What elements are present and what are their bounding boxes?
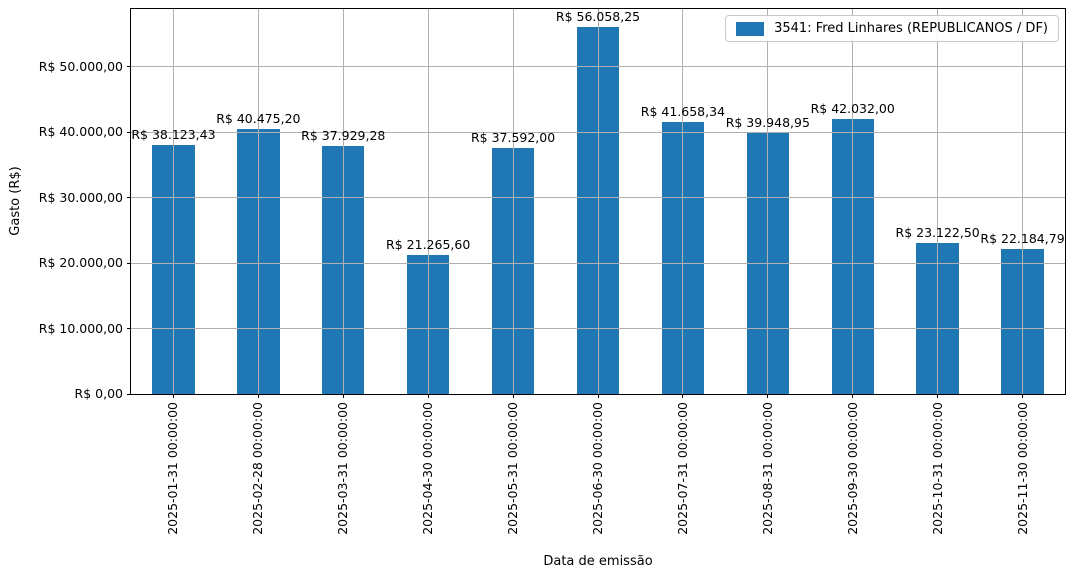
x-tick-mark: [937, 394, 939, 398]
x-gridline: [1022, 9, 1024, 394]
y-tick-label: R$ 50.000,00: [38, 58, 123, 74]
x-tick-label: 2025-05-31 00:00:00: [505, 402, 521, 535]
bar-value-label: R$ 42.032,00: [810, 101, 895, 117]
x-tick-mark: [852, 394, 854, 398]
x-tick-mark: [427, 394, 429, 398]
x-tick-label: 2025-06-30 00:00:00: [590, 402, 605, 535]
x-gridline: [257, 9, 259, 394]
x-gridline: [342, 9, 344, 394]
bar-value-label: R$ 39.948,95: [725, 114, 810, 130]
bar-value-label: R$ 22.184,79: [980, 230, 1065, 246]
x-tick-mark: [172, 394, 174, 398]
y-tick-mark: [127, 197, 131, 199]
y-axis-title: Gasto (R$): [8, 166, 23, 236]
x-tick-label: 2025-07-31 00:00:00: [674, 402, 690, 535]
y-tick-label: R$ 20.000,00: [38, 255, 123, 271]
y-tick-mark: [127, 393, 131, 395]
x-tick-label: 2025-03-31 00:00:00: [335, 402, 351, 535]
x-tick-mark: [597, 394, 599, 398]
x-tick-label: 2025-11-30 00:00:00: [1014, 402, 1030, 535]
x-tick-label: 2025-09-30 00:00:00: [844, 402, 860, 535]
bar-value-label: R$ 40.475,20: [216, 111, 301, 127]
plot-area: [131, 9, 1065, 395]
x-tick-mark: [767, 394, 769, 398]
y-tick-mark: [127, 328, 131, 330]
bar-value-label: R$ 56.058,25: [555, 9, 641, 25]
x-gridline: [682, 9, 684, 394]
x-gridline: [937, 9, 939, 394]
legend-label: 3541: Fred Linhares (REPUBLICANOS / DF): [774, 21, 1048, 36]
x-tick-label: 2025-10-31 00:00:00: [929, 402, 945, 535]
y-tick-label: R$ 30.000,00: [38, 189, 123, 205]
x-tick-mark: [257, 394, 259, 398]
bar-value-label: R$ 21.265,60: [386, 236, 471, 252]
x-tick-label: 2025-08-31 00:00:00: [759, 402, 775, 535]
x-tick-label: 2025-01-31 00:00:00: [165, 402, 181, 535]
x-gridline: [427, 9, 429, 394]
x-tick-label: 2025-04-30 00:00:00: [420, 402, 436, 535]
bar-value-label: R$ 41.658,34: [640, 103, 726, 119]
bar-value-label: R$ 23.122,50: [895, 224, 980, 240]
x-tick-mark: [682, 394, 684, 398]
bar-value-label: R$ 38.123,43: [131, 126, 216, 142]
x-gridline: [852, 9, 854, 394]
bar-value-label: R$ 37.592,00: [470, 130, 556, 146]
y-tick-mark: [127, 66, 131, 68]
y-tick-mark: [127, 262, 131, 264]
y-tick-mark: [127, 131, 131, 133]
x-tick-mark: [342, 394, 344, 398]
x-tick-mark: [1022, 394, 1024, 398]
legend: 3541: Fred Linhares (REPUBLICANOS / DF): [725, 15, 1059, 42]
x-gridline: [172, 9, 174, 394]
x-gridline: [767, 9, 769, 394]
x-gridline: [512, 9, 514, 394]
x-axis-title: Data de emissão: [543, 554, 653, 569]
x-tick-label: 2025-02-28 00:00:00: [250, 402, 266, 535]
x-tick-mark: [512, 394, 514, 398]
bar-value-label: R$ 37.929,28: [301, 127, 386, 143]
y-tick-label: R$ 0,00: [74, 386, 123, 401]
y-tick-label: R$ 10.000,00: [38, 320, 123, 336]
legend-swatch-icon: [736, 21, 765, 36]
y-tick-label: R$ 40.000,00: [38, 124, 123, 140]
x-gridline: [597, 9, 599, 394]
